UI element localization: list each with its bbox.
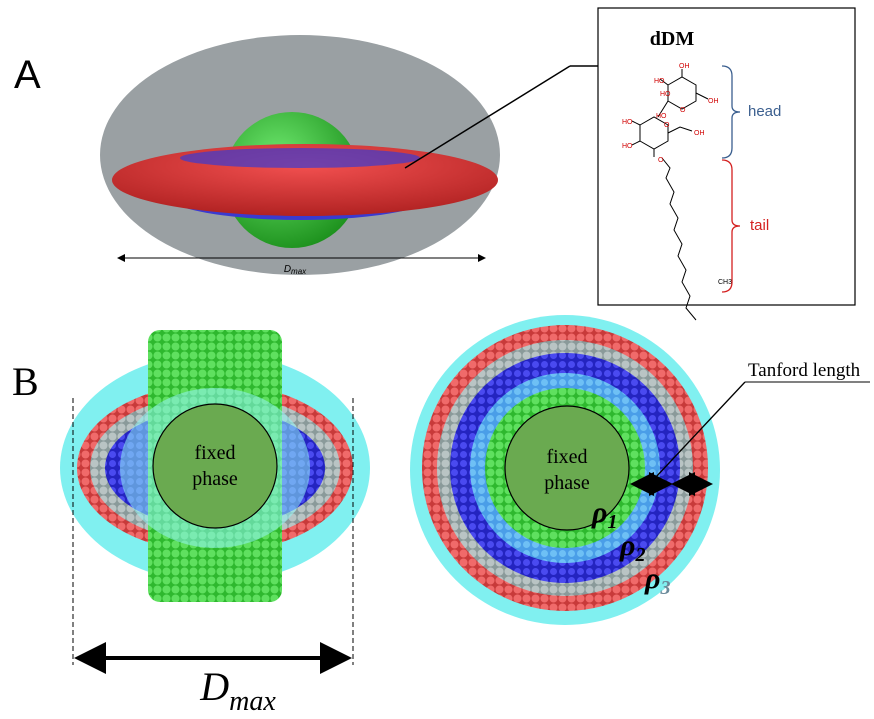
- rho-subscript: 2: [634, 544, 645, 566]
- atom-label: CH3: [718, 279, 732, 286]
- atom-label: OH: [694, 130, 705, 137]
- atom-label: HO: [654, 78, 665, 85]
- rho-symbol: ρ: [591, 496, 607, 529]
- atom-label: HO: [660, 91, 671, 98]
- rho-symbol: ρ: [644, 562, 660, 595]
- rho-subscript: 3: [659, 577, 670, 599]
- dmax-symbol: D: [284, 264, 291, 275]
- core-label: fixed: [546, 446, 587, 468]
- panel-label: B: [12, 359, 39, 404]
- fixed-phase: [153, 404, 277, 528]
- atom-label: OH: [708, 98, 719, 105]
- molecule-name: dDM: [650, 28, 695, 50]
- atom-label: O: [658, 157, 664, 164]
- tail-label: tail: [750, 217, 769, 234]
- atom-label: HO: [622, 119, 633, 126]
- core-label: fixed: [194, 442, 235, 464]
- head-layer-top: [180, 148, 420, 168]
- atom-label: HO: [656, 113, 667, 120]
- dmax-symbol: D: [199, 664, 229, 709]
- atom-label: O: [680, 107, 686, 114]
- tanford-label: Tanford length: [748, 360, 861, 381]
- core-label: phase: [192, 468, 238, 490]
- dmax-label: Dmax: [199, 664, 276, 717]
- panel-label: A: [14, 53, 41, 97]
- dmax-subscript: max: [229, 686, 276, 717]
- rho-symbol: ρ: [619, 529, 635, 562]
- atom-label: HO: [622, 143, 633, 150]
- rho-subscript: 1: [607, 511, 617, 533]
- head-label: head: [748, 103, 781, 120]
- dmax-subscript: max: [291, 267, 307, 276]
- molecule-box: [598, 8, 855, 305]
- atom-label: OH: [679, 63, 690, 70]
- figure: A Dmax dDM HO OH HO O HO OH HO O HO OH O…: [0, 0, 874, 719]
- core-label: phase: [544, 472, 590, 494]
- atom-label: O: [664, 122, 670, 129]
